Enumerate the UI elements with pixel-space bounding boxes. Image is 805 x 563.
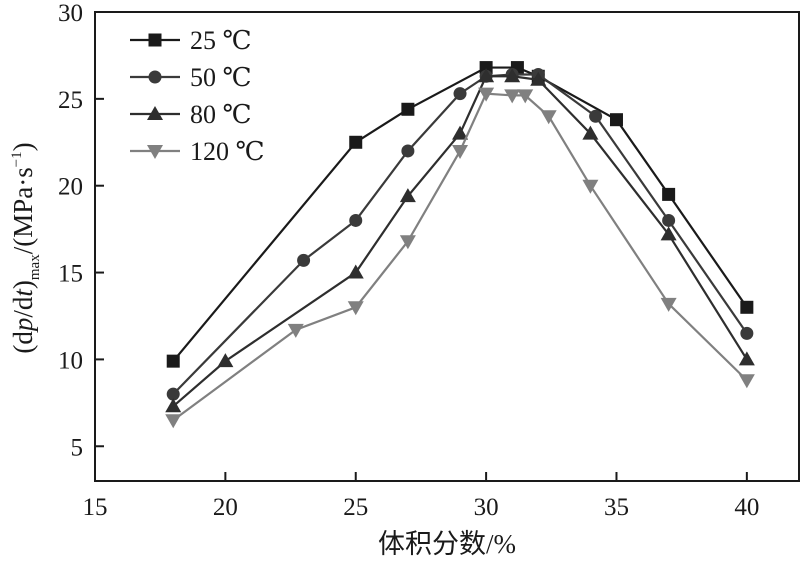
data-point [582,125,599,140]
data-point [401,144,415,158]
y-axis-title: (dp/dt)max/(MPa·s−1) [8,142,43,353]
legend-marker [147,145,163,159]
data-point [452,125,469,140]
data-point [589,109,603,123]
data-point [399,235,416,250]
data-point [530,71,547,86]
data-point [740,326,754,340]
data-point [349,213,363,227]
legend-label: 80 ℃ [190,100,252,129]
y-tick-label: 15 [58,261,83,288]
y-tick-label: 20 [58,174,83,201]
data-point [478,87,495,102]
legend-item: 120 ℃ [130,137,265,166]
data-point [540,110,557,125]
data-point [660,297,677,312]
series-80 [165,68,755,413]
legend-label: 50 ℃ [190,63,252,92]
legend-item: 50 ℃ [130,63,252,92]
data-point [582,179,599,194]
data-point [504,68,521,83]
y-tick-label: 30 [58,0,83,27]
data-point [166,354,180,368]
data-point [740,300,754,314]
legend-label: 120 ℃ [190,137,265,166]
data-point [217,353,234,368]
data-point [349,135,363,149]
legend: 25 ℃ 50 ℃ 80 ℃ 120 ℃ [130,26,265,166]
x-tick-label: 25 [343,494,368,521]
x-tick-label: 15 [83,494,108,521]
y-tick-label: 5 [71,434,84,461]
data-point [287,323,304,338]
legend-marker [148,33,162,47]
data-point [738,351,755,366]
data-point [478,68,495,83]
legend-item: 80 ℃ [130,100,252,129]
data-point [297,253,311,267]
x-tick-label: 35 [604,494,629,521]
series-layer [165,61,755,429]
data-point [662,187,676,201]
data-point [660,226,677,241]
x-tick-label: 40 [734,494,759,521]
series-120 [165,87,755,429]
legend-item: 25 ℃ [130,26,252,55]
data-point [452,144,469,159]
legend-label: 25 ℃ [190,26,252,55]
plot-background [95,12,799,481]
data-point [399,188,416,203]
data-point [401,102,415,116]
data-point [347,301,364,316]
data-point [517,89,534,104]
axis-ticks: 15 20 25 30 35 40 5 10 15 20 25 30 [58,0,759,521]
plot-frame [94,11,800,482]
data-point [166,387,180,401]
x-axis-title: 体积分数/% [378,529,516,559]
x-tick-label: 20 [213,494,238,521]
legend-marker [148,70,162,84]
data-point [165,398,182,413]
data-point [662,213,676,227]
data-point [738,374,755,389]
x-tick-label: 30 [474,494,499,521]
data-point [453,87,467,101]
legend-marker [147,106,163,120]
data-point [504,89,521,104]
y-tick-label: 10 [58,347,83,374]
y-tick-label: 25 [58,87,83,114]
data-point [165,414,182,429]
data-point [609,113,623,127]
series-line [172,92,748,422]
data-point [347,264,364,279]
